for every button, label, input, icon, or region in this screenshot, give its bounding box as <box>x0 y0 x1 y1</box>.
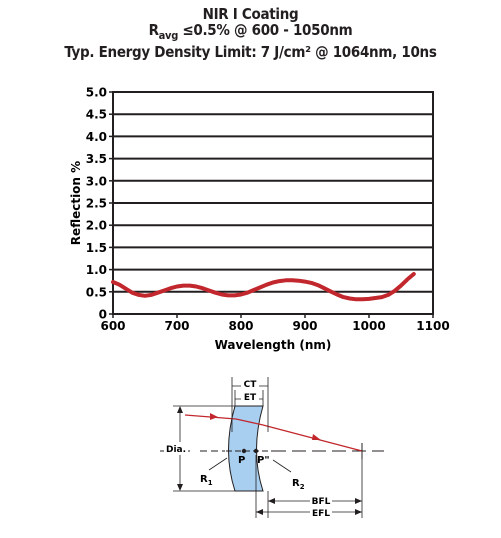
efl-arrow-right <box>355 509 362 515</box>
ct-label: CT <box>244 380 258 390</box>
dia-label-bg <box>164 442 188 455</box>
subtitle-r: R <box>148 21 159 39</box>
y-tick-label: 4.0 <box>86 130 107 144</box>
principal-point-p <box>241 448 247 454</box>
x-axis-label: Wavelength (nm) <box>215 338 332 352</box>
r2-leader <box>272 459 292 473</box>
x-tick-label: 800 <box>228 319 253 333</box>
y-tick-label: 4.5 <box>86 108 107 122</box>
y-tick-label: 0 <box>99 308 107 322</box>
dia-arrow-bottom <box>177 484 183 491</box>
ray-line <box>184 414 363 452</box>
x-tick-label: 600 <box>100 319 125 333</box>
et-label-bg <box>241 391 259 402</box>
x-tick-labels: 600 700 800 900 1000 1100 <box>100 314 450 333</box>
x-tick-label: 900 <box>292 319 317 333</box>
lens-body <box>228 405 264 492</box>
chart-titles: NIR I Coating Ravg ≤0.5% @ 600 - 1050nm … <box>0 6 501 60</box>
y-tick-label: 2.5 <box>86 197 107 211</box>
bfl-label-bg <box>310 494 332 506</box>
chart-subtitle-2: Typ. Energy Density Limit: 7 J/cm² @ 106… <box>64 43 437 61</box>
efl-arrow-left <box>256 509 263 515</box>
subtitle-rest: ≤0.5% @ 600 - 1050nm <box>177 21 353 39</box>
y-tick-label: 1.0 <box>86 263 107 277</box>
ray-arrow-2 <box>312 434 321 440</box>
x-tick-label: 700 <box>164 319 189 333</box>
dia-label: Dia. <box>166 445 186 455</box>
chart-subtitle: Ravg ≤0.5% @ 600 - 1050nm <box>0 22 501 44</box>
y-tick-label: 2.0 <box>86 219 107 233</box>
y-tick-label: 3.0 <box>86 174 107 188</box>
p-prime-label: P" <box>257 455 270 466</box>
grid-lines <box>113 113 433 293</box>
r1-label: R1 <box>200 474 213 487</box>
r2-label: R2 <box>292 478 305 491</box>
p-label: P <box>238 455 245 466</box>
ray-arrow-1 <box>210 413 218 420</box>
subtitle-avg: avg <box>158 29 179 42</box>
y-tick-labels: 0 0.5 1.0 1.5 2.0 2.5 3.0 3.5 4.0 4.5 5.0 <box>86 86 113 322</box>
bfl-arrow-right <box>355 498 362 504</box>
ct-label-bg <box>241 378 259 389</box>
chart-title: NIR I Coating <box>202 5 299 23</box>
efl-label: EFL <box>312 509 330 519</box>
dia-arrow-top <box>177 406 183 413</box>
efl-label-bg <box>310 506 332 518</box>
x-tick-label: 1100 <box>416 319 449 333</box>
y-tick-label: 3.5 <box>86 152 107 166</box>
y-tick-label: 1.5 <box>86 241 107 255</box>
et-label: ET <box>244 393 257 403</box>
y-tick-label: 0.5 <box>86 285 107 299</box>
x-tick-label: 1000 <box>352 319 385 333</box>
bfl-label: BFL <box>312 497 331 507</box>
r1-leader <box>208 457 228 471</box>
bfl-arrow-left <box>268 498 275 504</box>
y-tick-label: 5.0 <box>86 86 107 100</box>
reflection-series-line <box>111 272 416 302</box>
y-axis-label: Reflection % <box>69 161 83 245</box>
principal-point-p-prime <box>253 448 259 454</box>
